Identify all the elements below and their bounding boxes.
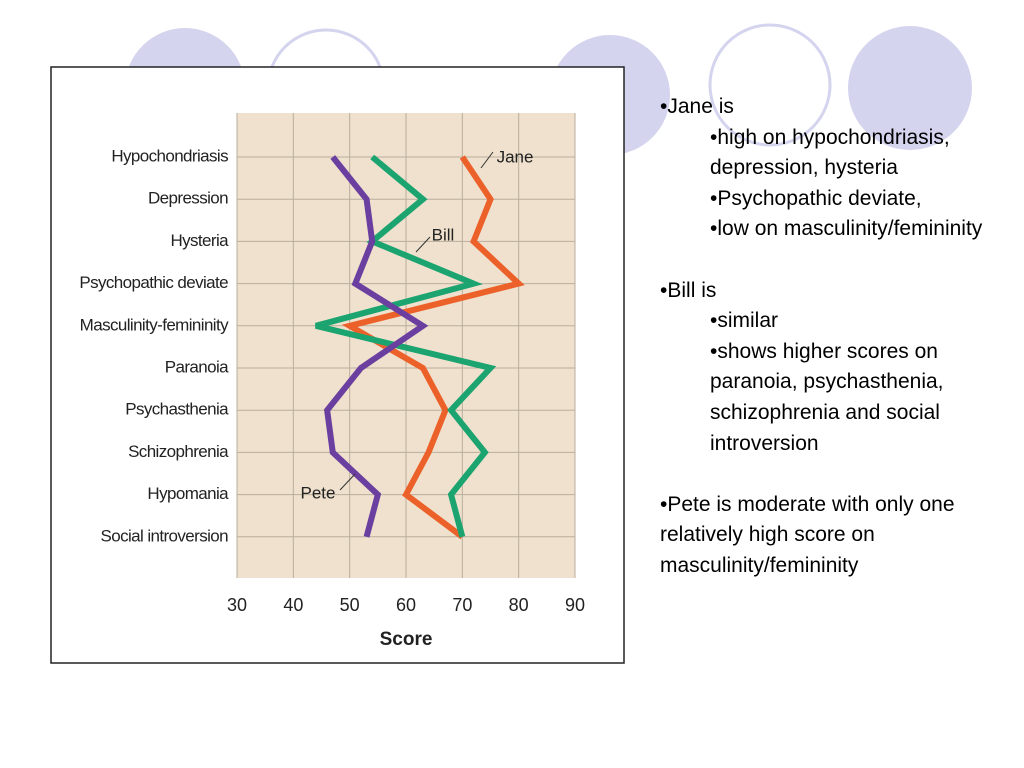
note-item: •Psychopathic deviate,	[710, 186, 922, 210]
x-tick-label: 90	[565, 595, 585, 615]
x-tick-label: 60	[396, 595, 416, 615]
note-item: •shows higher scores on paranoia, psycha…	[710, 339, 944, 455]
y-tick-label: Social introversion	[101, 526, 229, 545]
decor-circle	[708, 23, 832, 147]
y-tick-label: Psychopathic deviate	[79, 273, 228, 292]
x-tick-label: 50	[340, 595, 360, 615]
y-tick-label: Psychasthenia	[125, 400, 229, 419]
y-tick-label: Paranoia	[165, 357, 229, 376]
series-annotation: Pete	[301, 483, 336, 502]
annotation-leader	[415, 236, 431, 253]
note-item: •low on masculinity/femininity	[710, 217, 983, 241]
series-annotation: Bill	[432, 225, 455, 244]
y-tick-label: Masculinity-femininity	[80, 315, 229, 334]
series-line	[315, 154, 497, 538]
y-tick-label: Hysteria	[170, 231, 229, 250]
note-item: •high on hypochondriasis, depression, hy…	[710, 125, 950, 180]
decor-circle	[848, 26, 972, 150]
x-tick-label: 80	[509, 595, 529, 615]
note-item: •similar	[710, 309, 779, 333]
series-line	[323, 155, 429, 538]
note: •Bill is •similar •shows higher scores on …	[660, 276, 990, 460]
y-tick-label: Schizophrenia	[128, 442, 229, 461]
series-annotation: Jane	[497, 147, 534, 166]
y-tick-label: Hypochondriasis	[111, 146, 228, 165]
annotation-leader	[339, 473, 356, 491]
note: •Jane is •high on hypochondriasis, depres…	[660, 92, 990, 245]
annotation-leader	[480, 151, 494, 169]
series-line	[341, 155, 525, 540]
x-tick-label: 40	[283, 595, 303, 615]
x-axis-label: Score	[380, 629, 433, 650]
note-text: •Jane is	[660, 95, 734, 118]
x-tick-label: 30	[227, 595, 247, 615]
note-text: •Bill is	[660, 278, 717, 302]
notes: •Jane is •high on hypochondriasis, depres…	[660, 92, 990, 612]
y-tick-label: Hypomania	[147, 484, 229, 503]
y-tick-label: Depression	[148, 189, 228, 208]
note: •Pete is moderate with only one relative…	[660, 490, 990, 582]
x-tick-label: 70	[452, 595, 472, 615]
note-text: •Pete is moderate with only one relative…	[660, 492, 955, 577]
